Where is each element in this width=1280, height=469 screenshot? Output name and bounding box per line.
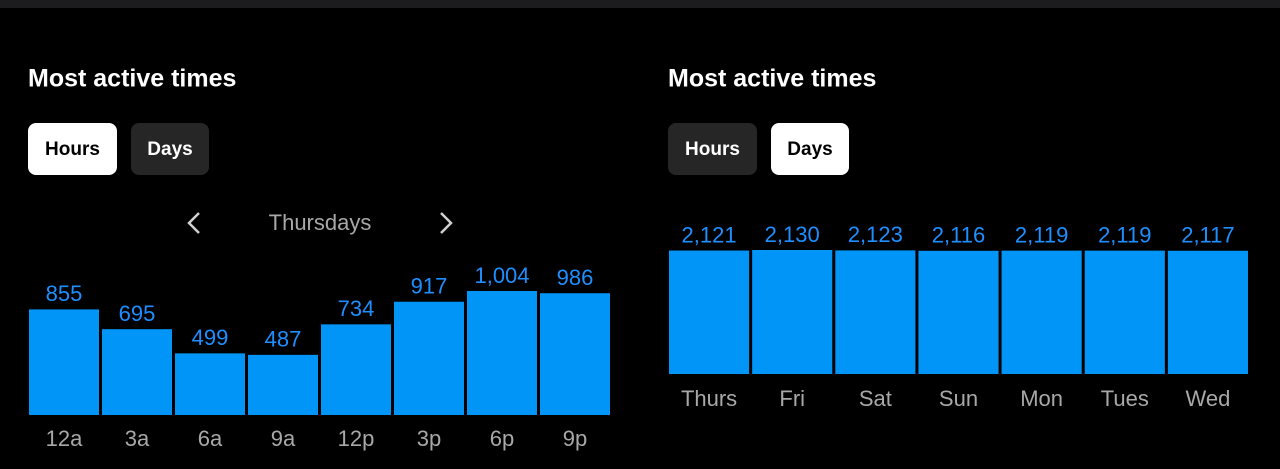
value-label: 2,119 xyxy=(1015,222,1068,247)
x-tick-label: Sat xyxy=(859,386,892,411)
bar xyxy=(29,309,99,415)
next-arrow[interactable] xyxy=(440,212,453,234)
tab-button[interactable] xyxy=(668,123,757,175)
value-label: 2,116 xyxy=(932,223,985,248)
value-label: 1,004 xyxy=(474,263,529,288)
x-tick-label: 12a xyxy=(46,426,83,451)
top-strip xyxy=(0,0,1280,8)
bar xyxy=(752,250,833,374)
value-label: 2,130 xyxy=(765,222,820,247)
bar xyxy=(835,250,916,374)
bar xyxy=(669,250,750,374)
value-label: 2,117 xyxy=(1181,223,1234,248)
x-tick-label: 6a xyxy=(198,426,223,451)
bar xyxy=(1001,250,1082,374)
value-label: 499 xyxy=(192,325,229,350)
x-tick-label: Fri xyxy=(779,386,805,411)
tab-label[interactable]: Days xyxy=(147,139,192,160)
value-label: 487 xyxy=(265,327,302,352)
bar xyxy=(918,250,999,374)
value-label: 2,119 xyxy=(1098,222,1151,247)
bar xyxy=(394,301,464,415)
tab-label[interactable]: Hours xyxy=(45,139,100,160)
value-label: 2,121 xyxy=(682,222,737,247)
value-label: 734 xyxy=(338,296,375,321)
tab-label[interactable]: Days xyxy=(787,139,832,160)
tab-button[interactable] xyxy=(771,123,849,175)
x-tick-label: Mon xyxy=(1020,386,1063,411)
x-tick-label: Wed xyxy=(1186,386,1231,411)
bar xyxy=(175,353,245,415)
x-tick-label: Tues xyxy=(1101,386,1149,411)
x-tick-label: 3p xyxy=(417,426,441,451)
x-tick-label: 3a xyxy=(125,426,150,451)
chart-title: Most active times xyxy=(28,65,236,93)
bar xyxy=(1167,250,1248,374)
x-tick-label: Thurs xyxy=(681,386,737,411)
x-tick-label: 6p xyxy=(490,426,514,451)
prev-arrow[interactable] xyxy=(187,212,200,234)
tab-button[interactable] xyxy=(131,123,209,175)
tab-label[interactable]: Hours xyxy=(685,139,740,160)
value-label: 695 xyxy=(119,301,156,326)
bar xyxy=(102,329,172,415)
value-label: 917 xyxy=(411,274,448,299)
bar xyxy=(321,324,391,415)
tab-button[interactable] xyxy=(28,123,117,175)
value-label: 2,123 xyxy=(848,222,903,247)
day-selector: Thursdays xyxy=(269,210,372,235)
value-label: 986 xyxy=(557,265,594,290)
value-label: 855 xyxy=(46,281,83,306)
x-tick-label: Sun xyxy=(939,386,978,411)
chart-title: Most active times xyxy=(668,65,876,93)
x-tick-label: 9a xyxy=(271,426,296,451)
bar xyxy=(540,293,610,415)
x-tick-label: 9p xyxy=(563,426,587,451)
bar xyxy=(467,291,537,415)
x-tick-label: 12p xyxy=(338,426,375,451)
bar xyxy=(248,354,318,415)
bar xyxy=(1084,250,1165,374)
